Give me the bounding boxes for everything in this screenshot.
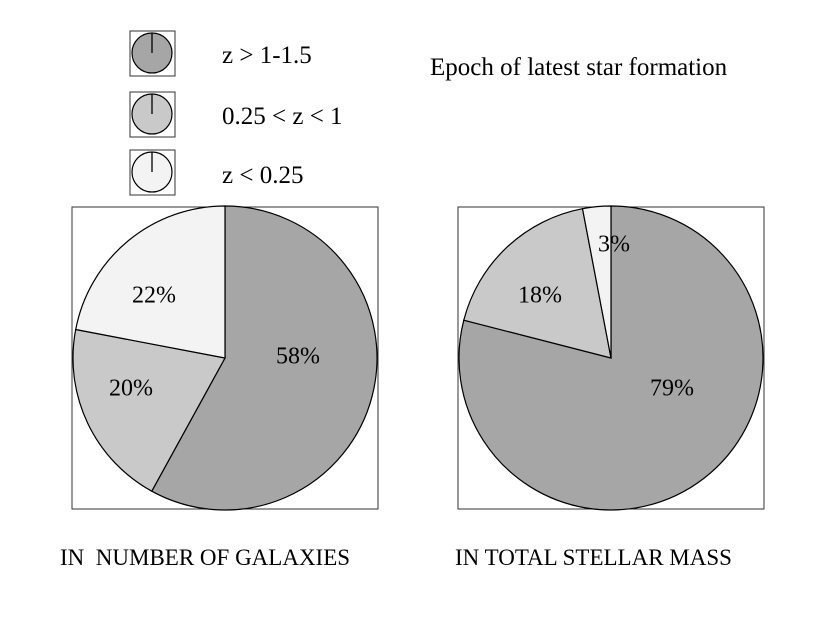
pie-slice-mid <box>72 328 226 493</box>
pie-slice-label-mid: 20% <box>109 376 153 402</box>
legend-label-young: z < 0.25 <box>222 162 303 189</box>
pie-slice-label-old: 79% <box>650 376 694 402</box>
pie-number-of-galaxies: 58% 20% 22% <box>71 205 379 511</box>
legend-label-old: z > 1-1.5 <box>222 42 312 69</box>
pie-slice-old <box>150 205 378 511</box>
pie-slice-label-young: 22% <box>132 283 176 309</box>
caption-total-stellar-mass: IN TOTAL STELLAR MASS <box>455 545 732 570</box>
legend-label-mid: 0.25 < z < 1 <box>222 103 343 130</box>
pie-total-stellar-mass: 79% 18% 3% <box>457 205 765 511</box>
legend-item-old: z > 1-1.5 <box>129 30 312 77</box>
legend-item-young: z < 0.25 <box>129 149 303 196</box>
legend-title: Epoch of latest star formation <box>430 54 728 81</box>
legend-item-mid: 0.25 < z < 1 <box>129 91 343 138</box>
pie-slice-young <box>581 205 612 359</box>
legend-swatch-frame <box>129 91 176 138</box>
pie-slice-young <box>74 205 226 359</box>
legend-swatch-frame <box>129 30 176 77</box>
pie-slice-old <box>458 205 764 511</box>
legend-swatch-frame <box>129 149 176 196</box>
pie-slice-label-young: 3% <box>598 232 630 258</box>
pie-slice-label-mid: 18% <box>518 283 562 309</box>
pie-slice-label-old: 58% <box>276 344 320 370</box>
caption-number-of-galaxies: IN NUMBER OF GALAXIES <box>60 545 350 570</box>
pie-slice-mid <box>463 207 612 359</box>
legend: z > 1-1.5 0.25 < z < 1 z < 0.25 <box>129 30 343 196</box>
